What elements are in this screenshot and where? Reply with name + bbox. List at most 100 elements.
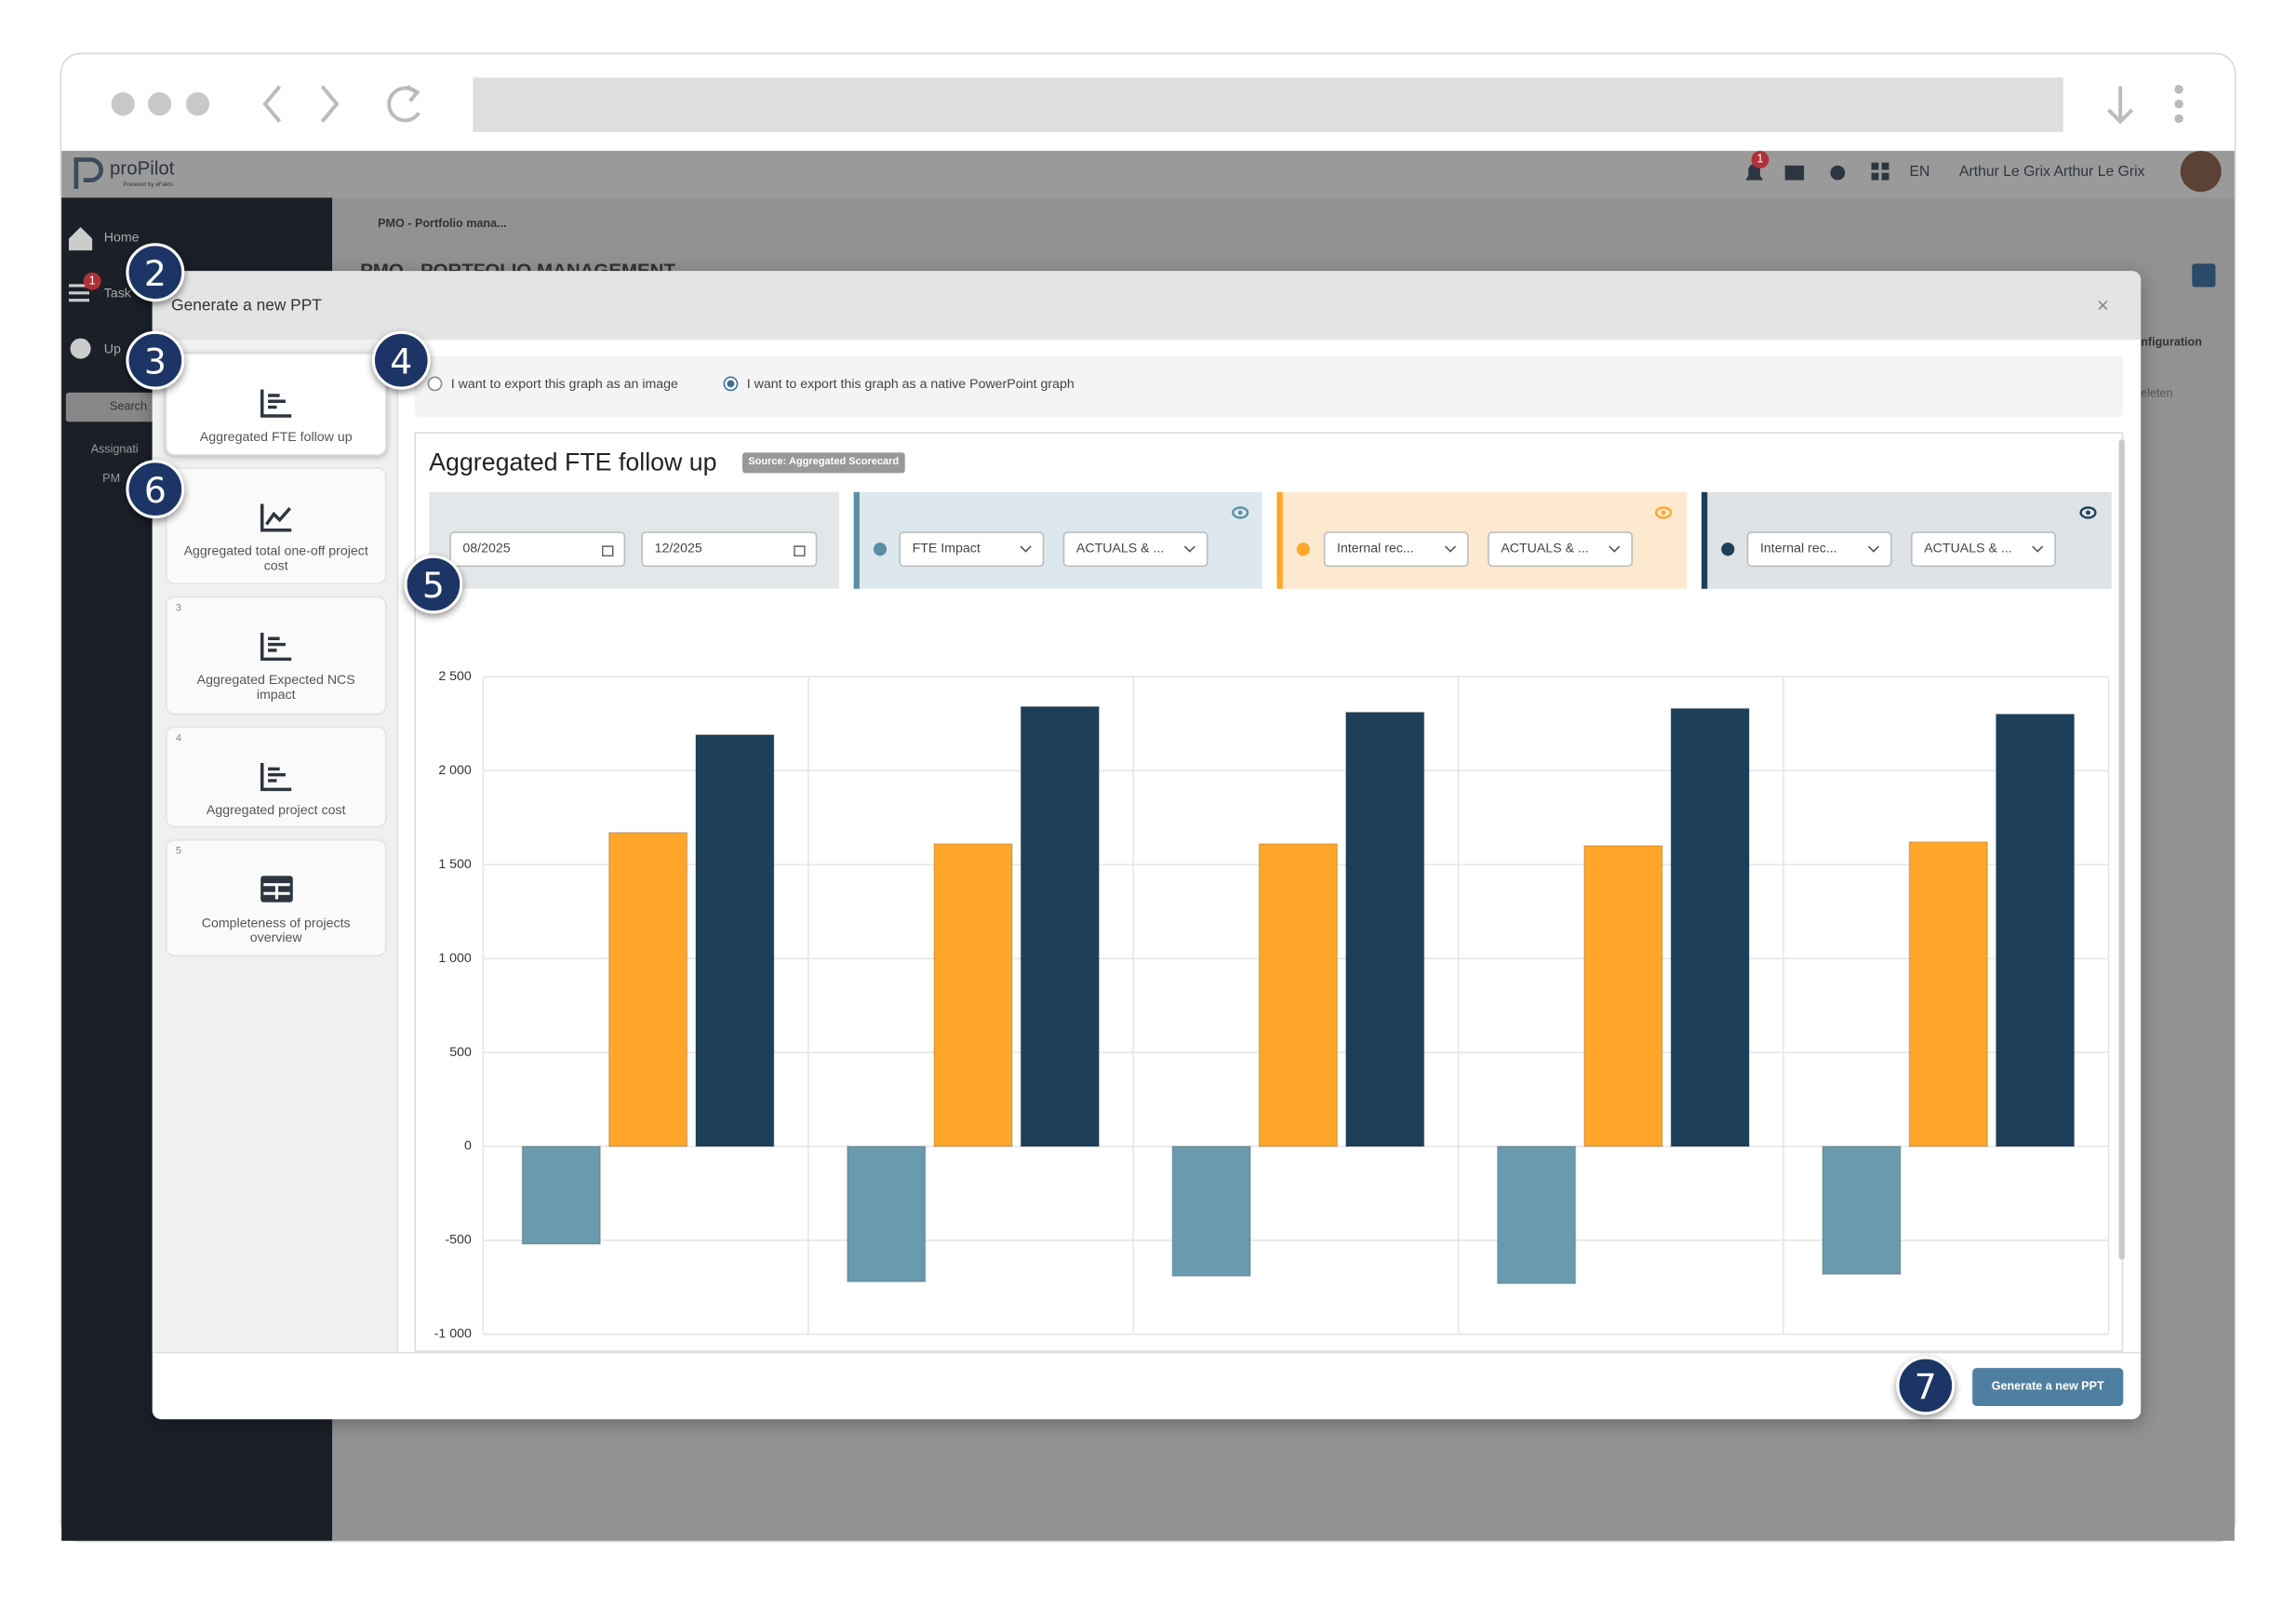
bar [1670, 707, 1750, 1147]
user-name[interactable]: Arthur Le Grix Arthur Le Grix [1959, 164, 2145, 181]
search-placeholder: Search [110, 399, 147, 413]
notification-badge: 1 [1751, 151, 1769, 169]
line-icon [260, 503, 292, 532]
bar [1583, 845, 1663, 1147]
bar [1020, 705, 1101, 1147]
browser-toolbar [111, 77, 2183, 132]
callout: 7 [1896, 1356, 1956, 1415]
chevron [1020, 545, 1032, 553]
chevron [2032, 545, 2044, 553]
callout: 5 [404, 555, 463, 614]
bar [846, 1145, 927, 1283]
sidebar-item[interactable]: Home [103, 230, 140, 245]
tile-number: 3 [175, 603, 182, 614]
graph-title: Aggregated FTE follow up [429, 448, 717, 476]
bar [1258, 843, 1339, 1147]
generate-button[interactable]: Generate a new PPT [1972, 1368, 2124, 1407]
link[interactable]: eleten [2141, 386, 2173, 400]
callout: 2 [126, 243, 185, 302]
date-input[interactable]: 08/2025 [449, 531, 626, 568]
tile[interactable]: 4 Aggregated project cost [165, 726, 387, 828]
bar-icon [260, 389, 292, 418]
select[interactable]: Internal rec... [1323, 531, 1469, 568]
bar [1345, 711, 1425, 1147]
y-tick-label: 1 500 [438, 857, 472, 872]
calendar-icon [601, 545, 614, 557]
y-tick-label: 1 000 [438, 951, 472, 966]
tile-label: Aggregated FTE follow up [199, 429, 353, 444]
logo-subtitle: Powered by eFakto [123, 180, 174, 188]
calendar-icon [794, 545, 806, 557]
footer-divider [152, 1351, 2142, 1354]
callout: 4 [371, 330, 431, 390]
language[interactable]: EN [1909, 164, 1930, 181]
bar [695, 733, 775, 1147]
bar [1995, 713, 2076, 1147]
select-value: ACTUALS & ... [1075, 540, 1165, 556]
bar [607, 831, 688, 1147]
callout: 6 [126, 460, 185, 519]
logo: proPilot [110, 156, 175, 180]
table-icon [260, 876, 293, 903]
search-box[interactable] [65, 392, 154, 422]
chart: -1 000 -500 0 500 1 000 1 500 2 000 2 500 [434, 669, 2110, 1342]
tile-label: Aggregated total one-off project cost [183, 542, 368, 573]
select[interactable]: ACTUALS & ... [1062, 531, 1208, 568]
bar [933, 843, 1013, 1147]
select[interactable]: Internal rec... [1746, 531, 1892, 568]
collapse-button[interactable] [2192, 263, 2216, 288]
y-tick-label: -1 000 [434, 1327, 472, 1342]
bar [1496, 1145, 1577, 1285]
scrollbar[interactable] [2118, 439, 2125, 1260]
date-input[interactable]: 12/2025 [641, 531, 818, 568]
select[interactable]: FTE Impact [899, 531, 1045, 568]
source-badge: Source: Aggregated Scorecard [742, 452, 905, 474]
export-options [414, 355, 2124, 418]
radio-buttons [427, 376, 739, 392]
tile[interactable]: 3 Aggregated Expected NCS impact [165, 596, 387, 716]
radio-label[interactable]: I want to export this graph as an image [450, 376, 678, 392]
modal-header [152, 271, 2142, 341]
close-button[interactable]: × [2096, 292, 2109, 316]
radio-label[interactable]: I want to export this graph as a native … [746, 376, 1075, 392]
avatar[interactable] [2180, 151, 2222, 193]
modal-title: Generate a new PPT [171, 297, 322, 315]
select-value: Internal rec... [1337, 540, 1414, 556]
bar-icon [260, 763, 292, 792]
sidebar-item[interactable]: Up [103, 341, 121, 356]
tile-label: Aggregated project cost [206, 802, 346, 818]
sidebar-item[interactable]: Task [103, 285, 131, 301]
select[interactable]: ACTUALS & ... [1488, 531, 1634, 568]
tile[interactable]: 5 Completeness of projects overview [165, 838, 387, 957]
sidebar-icons [68, 226, 93, 359]
date-value: 12/2025 [654, 540, 702, 556]
bar [521, 1145, 602, 1245]
breadcrumb[interactable]: PMO - Portfolio mana... [378, 216, 507, 231]
tree-item[interactable]: PM [102, 471, 121, 485]
task-badge: 1 [83, 272, 101, 290]
chevron [1609, 545, 1621, 553]
chevron [1867, 545, 1879, 553]
tile[interactable]: Aggregated total one-off project cost [165, 467, 387, 585]
bar-icon [260, 632, 292, 662]
bar [1908, 841, 1989, 1147]
callout: 3 [126, 330, 185, 390]
tab[interactable]: nfiguration [2141, 335, 2202, 349]
chevron [1444, 545, 1457, 553]
tile[interactable]: Aggregated FTE follow up [165, 353, 387, 456]
tile-label: Completeness of projects overview [201, 915, 351, 945]
select-value: ACTUALS & ... [1924, 540, 2012, 556]
y-tick-label: 500 [449, 1045, 472, 1060]
bar [1171, 1145, 1251, 1278]
y-tick-label: 2 500 [438, 669, 472, 684]
y-tick-label: -500 [445, 1233, 471, 1248]
select[interactable]: ACTUALS & ... [1911, 531, 2056, 568]
logo-icon [73, 157, 103, 190]
filter-icons [873, 506, 2097, 556]
select-value: ACTUALS & ... [1501, 540, 1589, 556]
chevron [1183, 545, 1195, 553]
bar [1822, 1145, 1902, 1276]
tile-label: Aggregated Expected NCS impact [196, 672, 355, 702]
tree-item[interactable]: Assignati [90, 442, 139, 456]
